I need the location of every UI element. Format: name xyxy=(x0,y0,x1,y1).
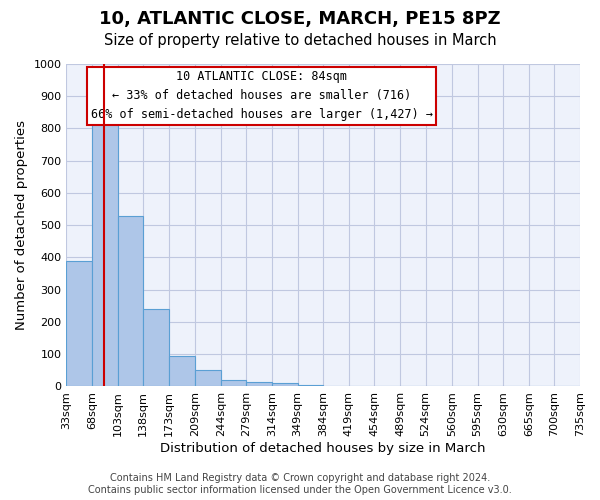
Bar xyxy=(195,370,221,386)
Y-axis label: Number of detached properties: Number of detached properties xyxy=(15,120,28,330)
Text: 10, ATLANTIC CLOSE, MARCH, PE15 8PZ: 10, ATLANTIC CLOSE, MARCH, PE15 8PZ xyxy=(99,10,501,28)
Text: 10 ATLANTIC CLOSE: 84sqm
← 33% of detached houses are smaller (716)
66% of semi-: 10 ATLANTIC CLOSE: 84sqm ← 33% of detach… xyxy=(91,70,433,122)
Text: Size of property relative to detached houses in March: Size of property relative to detached ho… xyxy=(104,32,496,48)
Bar xyxy=(247,382,272,386)
Bar xyxy=(118,216,143,386)
Bar xyxy=(143,309,169,386)
Bar xyxy=(92,120,118,386)
Bar xyxy=(221,380,247,386)
Text: Contains HM Land Registry data © Crown copyright and database right 2024.
Contai: Contains HM Land Registry data © Crown c… xyxy=(88,474,512,495)
X-axis label: Distribution of detached houses by size in March: Distribution of detached houses by size … xyxy=(160,442,486,455)
Bar xyxy=(67,260,92,386)
Bar xyxy=(169,356,195,386)
Bar xyxy=(272,383,298,386)
Bar xyxy=(298,385,323,386)
